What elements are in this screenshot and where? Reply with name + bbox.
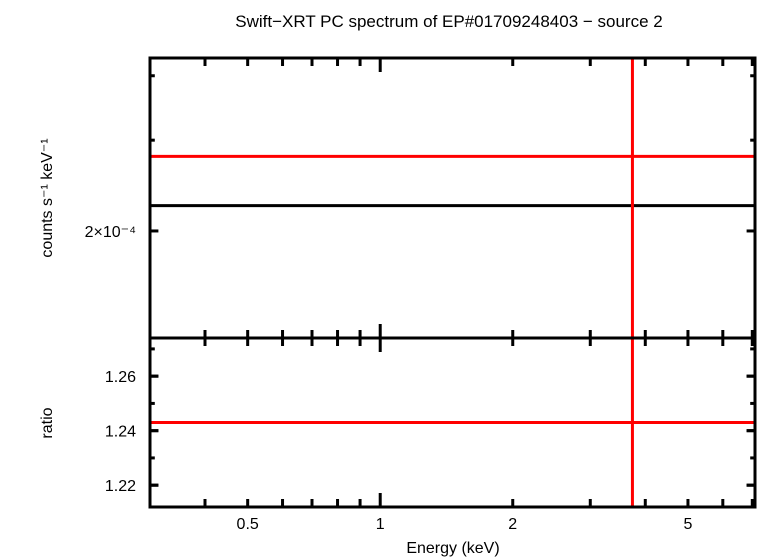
x-tick-label: 5 [683,516,692,533]
plot-frame [148,336,757,509]
x-tick-label: 1 [376,516,385,533]
plot-frame [148,56,757,340]
x-tick-label: 0.5 [237,516,259,533]
x-axis-label: Energy (keV) [406,540,499,557]
y-tick-label: 1.22 [105,478,136,495]
x-tick-label: 2 [508,516,517,533]
top-y-axis-label: counts s⁻¹ keV⁻¹ [39,138,56,257]
chart-title: Swift−XRT PC spectrum of EP#01709248403 … [235,12,662,31]
y-tick-label: 1.24 [105,424,136,441]
bottom-y-axis-label: ratio [39,407,56,438]
y-tick-label: 2×10⁻⁴ [85,224,136,241]
y-tick-label: 1.26 [105,369,136,386]
